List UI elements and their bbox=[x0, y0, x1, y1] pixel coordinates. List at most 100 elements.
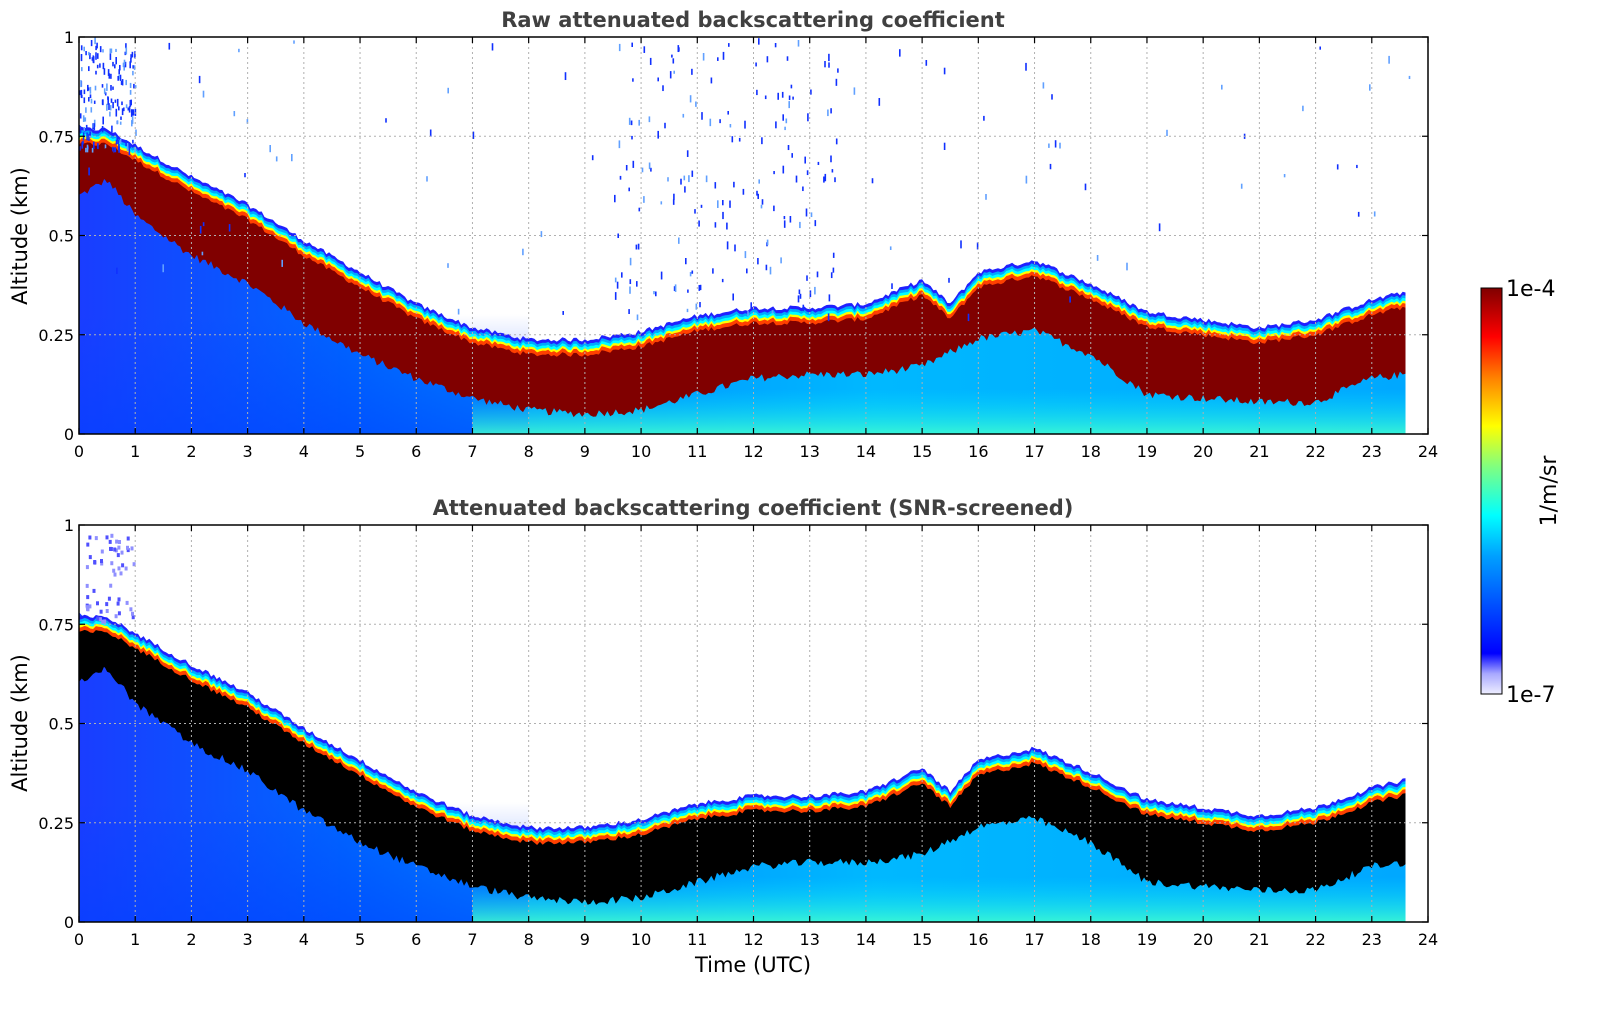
speckle bbox=[744, 251, 747, 259]
speckle bbox=[943, 67, 946, 75]
speckle bbox=[130, 109, 133, 117]
speckle bbox=[121, 101, 123, 106]
speckle bbox=[853, 87, 856, 95]
speckle bbox=[1319, 46, 1321, 50]
speckle bbox=[618, 43, 621, 52]
speckle bbox=[198, 75, 201, 84]
speckle bbox=[117, 76, 119, 81]
saturated-layer-core bbox=[79, 141, 1406, 418]
speckle bbox=[699, 302, 701, 308]
speckle bbox=[81, 67, 83, 72]
speckle bbox=[788, 95, 791, 101]
x-tick-label: 1 bbox=[130, 442, 140, 461]
speckle bbox=[967, 313, 970, 322]
speckle bbox=[662, 85, 664, 92]
speckle bbox=[100, 559, 103, 563]
speckle bbox=[732, 293, 734, 301]
speckle bbox=[88, 51, 90, 56]
speckle bbox=[429, 129, 432, 137]
speckle bbox=[660, 201, 663, 205]
speckle bbox=[878, 98, 881, 106]
x-tick-label: 8 bbox=[524, 930, 534, 949]
speckle bbox=[710, 77, 713, 84]
speckle bbox=[809, 290, 812, 298]
x-tick-label: 0 bbox=[74, 442, 84, 461]
speckle bbox=[81, 94, 83, 99]
speckle bbox=[82, 115, 85, 122]
speckle bbox=[1048, 143, 1050, 148]
speckle bbox=[625, 165, 628, 171]
speckle bbox=[789, 216, 792, 223]
speckle bbox=[125, 47, 128, 55]
speckle bbox=[109, 53, 112, 60]
speckle bbox=[629, 286, 631, 294]
speckle bbox=[91, 57, 94, 61]
y-tick-label: 0.5 bbox=[49, 715, 74, 734]
speckle bbox=[114, 64, 116, 69]
speckle bbox=[79, 146, 81, 151]
speckle bbox=[757, 193, 759, 200]
speckle bbox=[694, 209, 696, 214]
speckle bbox=[112, 146, 114, 155]
x-axis: 0 1 2 3 4 5 6 7 8 9 10 11 12 13 14 15 16 17 18 19 20 21 22 23 24 bbox=[74, 525, 1438, 949]
speckle bbox=[84, 117, 87, 122]
speckle bbox=[385, 118, 387, 123]
speckle bbox=[447, 87, 449, 94]
speckle bbox=[134, 85, 137, 89]
speckle bbox=[591, 155, 594, 161]
speckle bbox=[88, 604, 92, 609]
speckle bbox=[114, 614, 118, 619]
speckle bbox=[85, 107, 87, 113]
speckle bbox=[832, 252, 835, 258]
x-tick-label: 4 bbox=[299, 442, 309, 461]
speckle bbox=[110, 48, 113, 53]
speckle bbox=[88, 66, 90, 72]
speckle bbox=[616, 281, 619, 289]
speckle bbox=[1158, 223, 1161, 232]
speckle bbox=[228, 224, 231, 232]
speckle bbox=[787, 145, 790, 151]
speckle bbox=[729, 200, 731, 208]
y-tick-label: 0 bbox=[64, 913, 74, 932]
speckle bbox=[805, 208, 808, 217]
speckle bbox=[985, 194, 987, 200]
speckle bbox=[791, 153, 793, 158]
speckle bbox=[780, 257, 782, 264]
speckle bbox=[688, 175, 690, 183]
speckle bbox=[722, 200, 724, 206]
speckle bbox=[108, 103, 110, 110]
speckle bbox=[687, 289, 689, 293]
x-tick-label: 12 bbox=[743, 930, 763, 949]
speckle bbox=[1025, 62, 1027, 71]
speckle bbox=[112, 61, 114, 67]
panel-title: Raw attenuated backscattering coefficien… bbox=[501, 8, 1005, 32]
speckle bbox=[90, 98, 93, 104]
speckle bbox=[788, 101, 790, 109]
speckle bbox=[92, 56, 95, 64]
speckle bbox=[758, 38, 760, 45]
speckle bbox=[233, 111, 236, 117]
speckle bbox=[103, 88, 106, 94]
speckle bbox=[773, 171, 775, 175]
speckle bbox=[814, 220, 817, 227]
speckle bbox=[721, 278, 724, 283]
speckle bbox=[109, 583, 113, 588]
speckle bbox=[700, 204, 703, 208]
speckle bbox=[684, 186, 686, 193]
speckle bbox=[85, 583, 89, 588]
speckle bbox=[85, 565, 89, 570]
speckle bbox=[80, 89, 83, 98]
speckle bbox=[85, 51, 87, 56]
speckle bbox=[1408, 75, 1411, 80]
speckle bbox=[109, 111, 111, 117]
x-tick-label: 6 bbox=[411, 930, 421, 949]
speckle bbox=[118, 540, 121, 544]
panel-snr-screened: Attenuated backscattering coefficient (S… bbox=[8, 496, 1438, 977]
speckle bbox=[110, 98, 113, 103]
x-tick-label: 2 bbox=[186, 930, 196, 949]
early-blob bbox=[98, 636, 117, 669]
speckle bbox=[830, 155, 832, 163]
x-tick-label: 4 bbox=[299, 930, 309, 949]
speckle bbox=[682, 113, 685, 118]
speckle bbox=[636, 281, 638, 287]
